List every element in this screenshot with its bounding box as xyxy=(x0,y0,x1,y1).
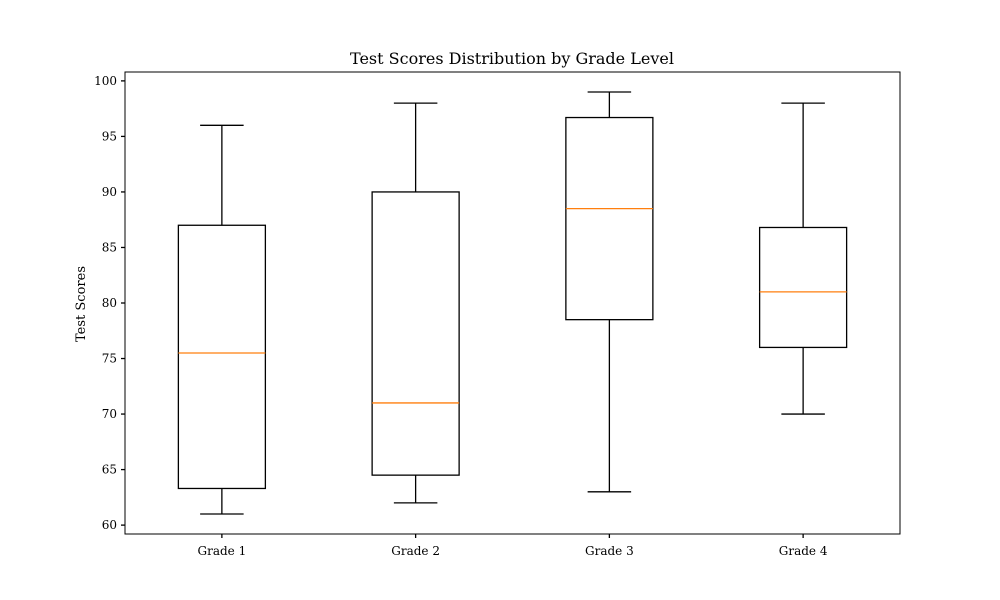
y-tick-label: 75 xyxy=(102,352,117,366)
y-tick-label: 60 xyxy=(102,518,117,532)
box xyxy=(758,226,848,349)
x-tick-label: Grade 2 xyxy=(391,544,440,558)
x-tick-label: Grade 3 xyxy=(585,544,634,558)
plot-area: 60 65 70 75 80 85 90 95 100 Grade 1 Grade 2 Grade 3… xyxy=(94,71,901,558)
box xyxy=(371,191,460,476)
y-tick-label: 65 xyxy=(102,463,117,477)
y-tick-label: 90 xyxy=(102,185,117,199)
chart-title: Test Scores Distribution by Grade Level xyxy=(350,49,674,68)
x-tick-label: Grade 4 xyxy=(779,544,828,558)
box xyxy=(565,116,654,321)
y-tick-label: 70 xyxy=(102,407,117,421)
plot-frame xyxy=(124,71,901,535)
x-tick-label: Grade 1 xyxy=(198,544,247,558)
y-tick-label: 80 xyxy=(102,296,117,310)
y-tick-label: 100 xyxy=(94,74,117,88)
y-tick-label: 85 xyxy=(102,240,117,254)
box xyxy=(177,224,267,490)
y-tick-label: 95 xyxy=(102,129,117,143)
y-axis-label: Test Scores xyxy=(74,266,89,342)
